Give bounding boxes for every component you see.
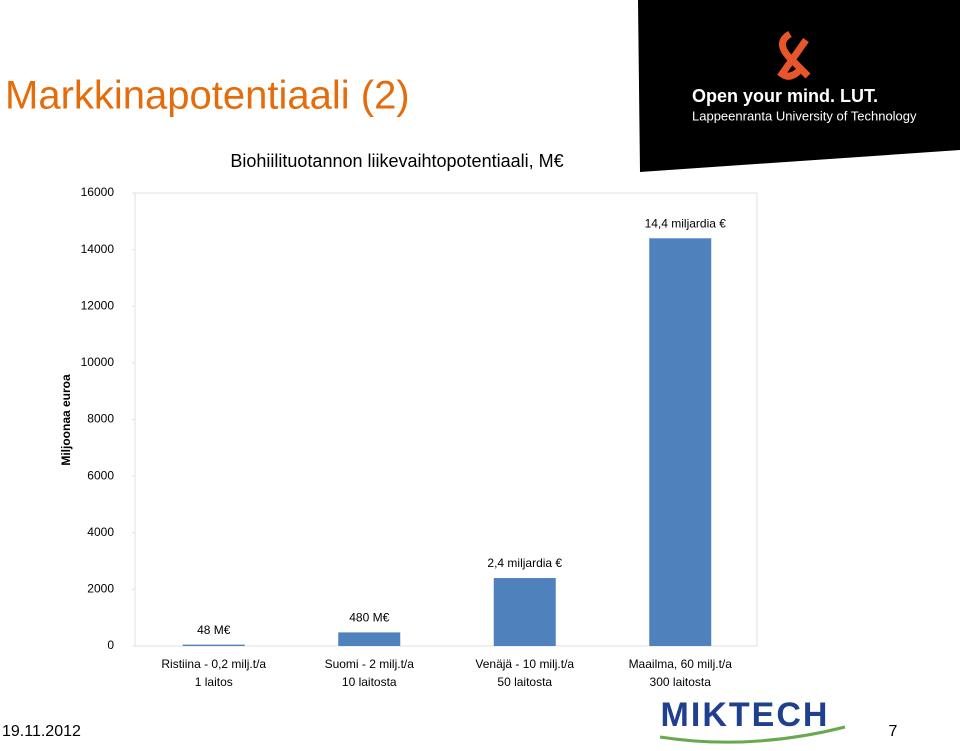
y-tick-label: 14000 <box>81 242 115 256</box>
x-tick-label: Maailma, 60 milj.t/a <box>629 657 733 671</box>
x-tick-label: Venäjä - 10 milj.t/a <box>475 657 574 671</box>
y-axis-label: Miljoonaa euroa <box>59 374 73 466</box>
y-tick-label: 6000 <box>87 468 114 482</box>
brand-mark <box>777 30 811 80</box>
footer-logo: MIKTECH <box>661 696 830 734</box>
brand-box <box>638 0 960 172</box>
bar <box>649 238 712 647</box>
y-tick-label: 12000 <box>81 298 115 312</box>
y-tick-label: 2000 <box>87 582 114 596</box>
slide-title: Markkinapotentiaali (2) <box>5 74 410 118</box>
x-tick-label: 1 laitos <box>195 675 233 689</box>
value-label: 48 M€ <box>197 623 231 637</box>
chart-title: Biohiilituotannon liikevaihtopotentiaali… <box>230 151 563 171</box>
brand-line2: Lappeenranta University of Technology <box>692 108 917 123</box>
y-tick-label: 16000 <box>81 185 115 199</box>
y-tick-label: 4000 <box>87 525 114 539</box>
x-tick-label: 50 laitosta <box>497 675 552 689</box>
page-number: 7 <box>889 723 898 740</box>
x-tick-label: Ristiina - 0,2 milj.t/a <box>161 657 266 671</box>
x-tick-label: 10 laitosta <box>342 675 397 689</box>
y-tick-label: 10000 <box>81 355 115 369</box>
x-tick-label: 300 laitosta <box>650 675 712 689</box>
value-label: 2,4 miljardia € <box>487 556 562 570</box>
x-tick-label: Suomi - 2 milj.t/a <box>325 657 415 671</box>
logo-swoosh <box>659 725 846 744</box>
value-label: 480 M€ <box>349 611 389 625</box>
bar <box>338 632 401 646</box>
y-tick-label: 0 <box>107 638 114 652</box>
y-tick-label: 8000 <box>87 412 114 426</box>
footer-date: 19.11.2012 <box>2 723 81 740</box>
bar <box>182 644 245 646</box>
value-label: 14,4 miljardia € <box>645 216 727 230</box>
bar <box>493 578 556 646</box>
brand-line1: Open your mind. LUT. <box>692 86 878 106</box>
